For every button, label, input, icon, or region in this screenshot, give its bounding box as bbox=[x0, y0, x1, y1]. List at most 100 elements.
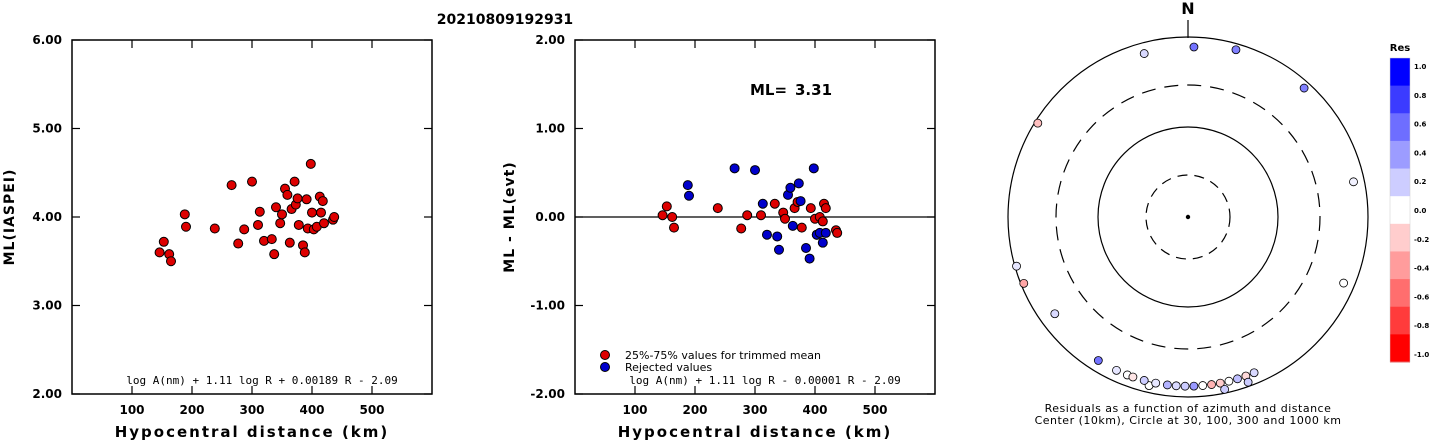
x-axis-label: Hypocentral distance (km) bbox=[618, 423, 893, 441]
colorbar-cells bbox=[1389, 57, 1411, 363]
data-point bbox=[729, 163, 740, 174]
ring-30km bbox=[1145, 174, 1231, 260]
data-points bbox=[657, 163, 843, 264]
data-point bbox=[226, 180, 237, 191]
data-point bbox=[762, 229, 772, 240]
data-point bbox=[774, 244, 784, 255]
colorbar-tick-label: -0.6 bbox=[1414, 293, 1429, 301]
axis-ticks: 100 200 300 400 500 -2.00 -1.00 0.00 1.00 2.00 bbox=[530, 33, 935, 417]
data-point bbox=[817, 216, 828, 227]
colorbar-cell bbox=[1390, 334, 1410, 363]
caption-line-2: Center (10km), Circle at 30, 100, 300 an… bbox=[1035, 414, 1342, 427]
station-marker bbox=[1050, 309, 1060, 319]
data-point bbox=[277, 209, 287, 220]
ring-300km bbox=[1055, 84, 1321, 350]
data-point bbox=[269, 249, 280, 260]
data-point bbox=[266, 234, 277, 245]
data-point bbox=[712, 203, 723, 214]
data-point bbox=[684, 190, 694, 201]
data-point bbox=[316, 207, 326, 218]
data-point bbox=[780, 213, 790, 224]
station-marker bbox=[1339, 278, 1349, 288]
legend-marker-rejected bbox=[600, 362, 610, 372]
colorbar-cell bbox=[1390, 58, 1410, 87]
colorbar-tick-label: 0.0 bbox=[1414, 207, 1427, 215]
data-point bbox=[253, 219, 263, 230]
data-point bbox=[329, 212, 340, 222]
y-tick-label: 3.00 bbox=[32, 299, 62, 313]
x-tick-label: 300 bbox=[742, 403, 767, 417]
data-point bbox=[181, 221, 191, 232]
station-marker bbox=[1220, 384, 1230, 394]
data-point bbox=[801, 242, 811, 253]
colorbar-tick-label: -0.8 bbox=[1414, 322, 1429, 330]
colorbar-cell bbox=[1390, 140, 1410, 170]
x-tick-label: 400 bbox=[802, 403, 827, 417]
station-marker bbox=[1151, 378, 1161, 388]
data-point bbox=[796, 222, 807, 233]
data-point bbox=[793, 178, 804, 189]
page-title: 20210809192931 bbox=[437, 12, 573, 28]
plot-frame bbox=[71, 39, 433, 395]
y-tick-label: -2.00 bbox=[530, 387, 565, 401]
data-point bbox=[307, 207, 317, 218]
y-axis-label: ML - ML(evt) bbox=[502, 161, 518, 272]
epicenter-dot bbox=[1185, 214, 1191, 220]
station-marker bbox=[1112, 365, 1121, 375]
station-marker bbox=[1349, 177, 1358, 187]
caption-line-1: Residuals as a function of azimuth and d… bbox=[1045, 402, 1332, 415]
y-tick-label: 2.00 bbox=[535, 33, 565, 47]
station-marker bbox=[1033, 118, 1043, 128]
station-marker bbox=[1233, 374, 1242, 384]
data-point bbox=[817, 237, 828, 248]
data-points bbox=[154, 158, 340, 267]
colorbar-cell bbox=[1390, 113, 1410, 142]
data-point bbox=[661, 201, 672, 212]
data-point bbox=[742, 210, 753, 221]
colorbar-tick-label: 0.2 bbox=[1414, 178, 1427, 186]
y-tick-label: -1.00 bbox=[530, 299, 565, 313]
data-point bbox=[772, 231, 783, 242]
station-marker bbox=[1207, 380, 1216, 389]
ring-100km bbox=[1097, 126, 1279, 308]
data-point bbox=[317, 196, 328, 207]
legend-label-rejected: Rejected values bbox=[625, 361, 712, 374]
x-tick-label: 200 bbox=[682, 403, 707, 417]
colorbar-tick-label: 0.8 bbox=[1414, 92, 1427, 100]
data-point bbox=[299, 247, 310, 258]
colorbar-title: Res bbox=[1390, 43, 1410, 54]
station-marker bbox=[1162, 380, 1172, 390]
colorbar-tick-label: 1.0 bbox=[1414, 63, 1427, 71]
x-tick-label: 300 bbox=[239, 403, 264, 417]
x-tick-label: 100 bbox=[119, 403, 144, 417]
data-point bbox=[305, 158, 316, 169]
station-marker bbox=[1128, 372, 1138, 382]
data-point bbox=[808, 163, 819, 174]
colorbar-tick-label: 0.6 bbox=[1414, 121, 1427, 129]
data-point bbox=[254, 206, 265, 217]
data-point bbox=[166, 256, 176, 267]
colorbar-cell bbox=[1390, 279, 1410, 308]
formula-text: log A(nm) + 1.11 log R + 0.00189 R - 2.0… bbox=[126, 374, 398, 387]
data-point bbox=[757, 198, 768, 209]
data-point bbox=[820, 203, 831, 214]
y-axis-label: ML(IASPEI) bbox=[2, 169, 18, 266]
station-marker bbox=[1189, 42, 1199, 52]
station-marker bbox=[1139, 49, 1149, 58]
data-point bbox=[271, 202, 281, 213]
data-point bbox=[736, 223, 747, 234]
data-point bbox=[179, 209, 190, 220]
x-tick-label: 200 bbox=[179, 403, 204, 417]
data-point bbox=[209, 223, 220, 234]
data-point bbox=[282, 189, 293, 200]
colorbar-tick-label: -0.4 bbox=[1414, 265, 1429, 273]
data-point bbox=[667, 212, 678, 222]
legend-marker-trimmed bbox=[600, 350, 610, 360]
station-marker bbox=[1139, 376, 1149, 385]
colorbar-cell bbox=[1390, 196, 1410, 225]
data-point bbox=[301, 194, 312, 205]
data-point bbox=[820, 227, 831, 238]
data-point bbox=[795, 196, 806, 207]
ml-annotation-value: 3.31 bbox=[795, 81, 832, 99]
